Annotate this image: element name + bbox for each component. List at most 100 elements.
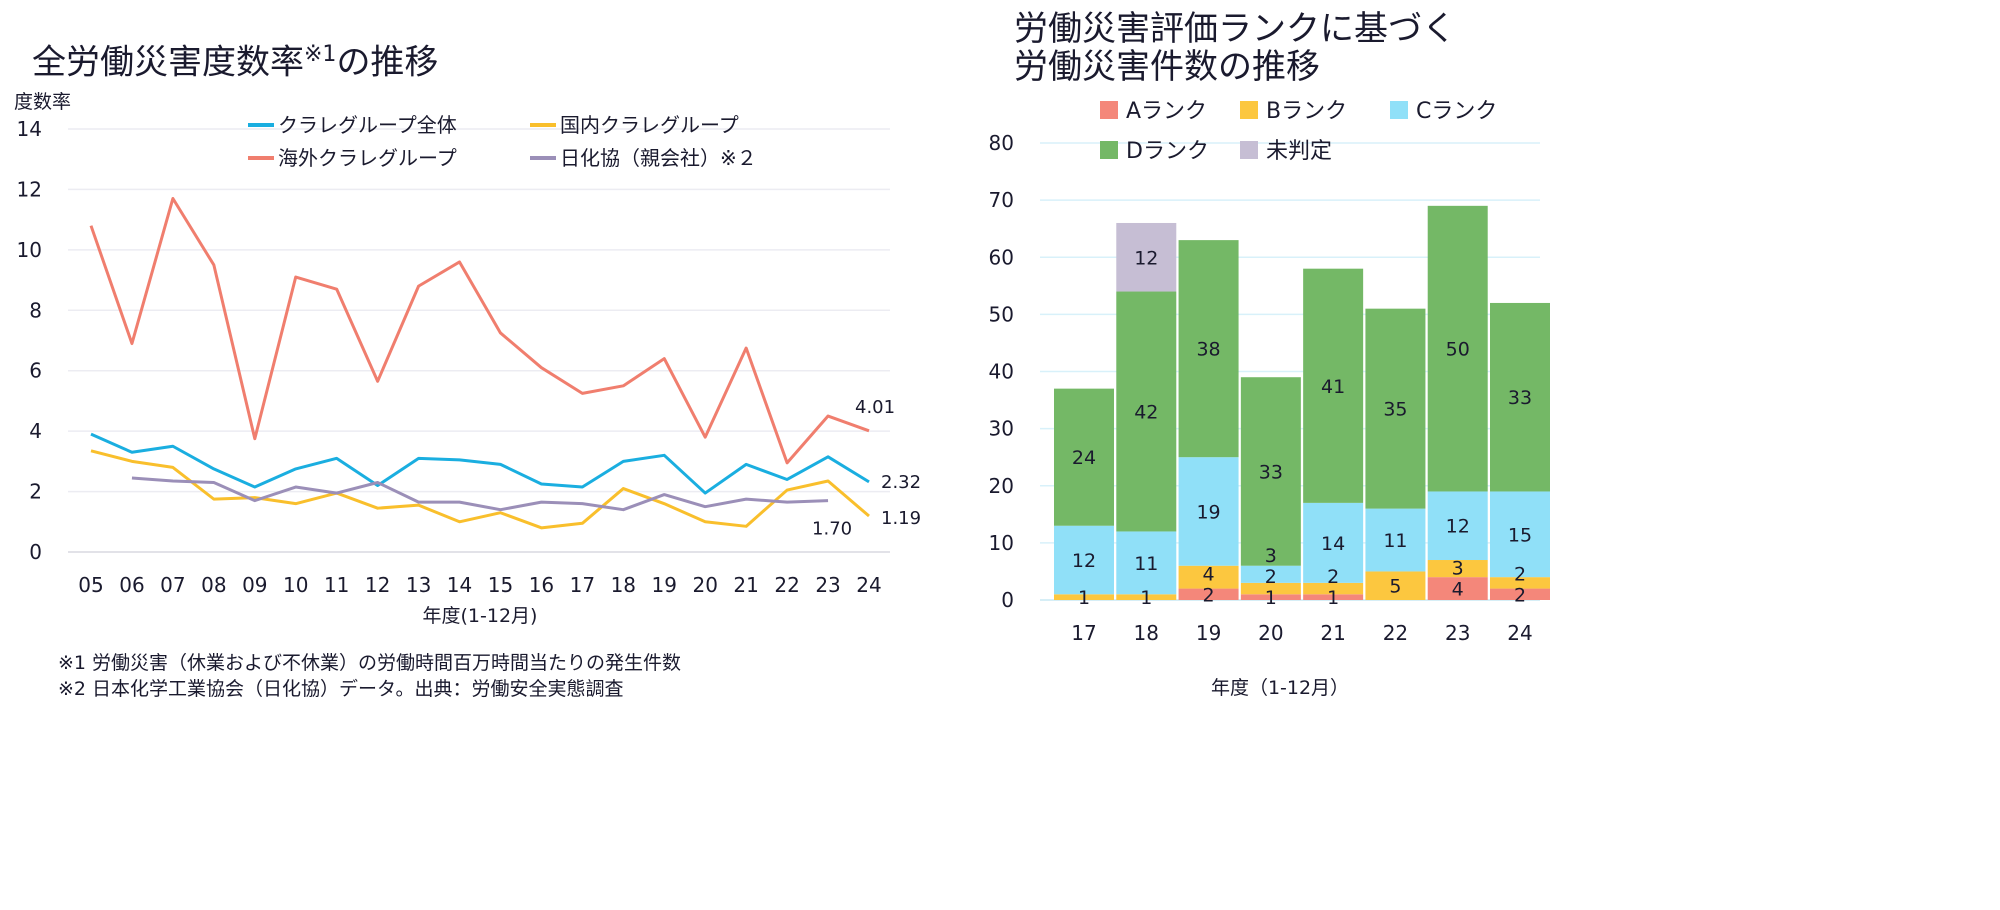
bar-data-label: 12 <box>1134 247 1158 269</box>
legend-label: Bランク <box>1266 99 1347 124</box>
legend-label: 未判定 <box>1266 139 1332 164</box>
y-tick-label: 0 <box>29 540 42 564</box>
x-tick-label: 19 <box>1196 621 1221 645</box>
legend-swatch <box>1100 141 1118 159</box>
bar-segment <box>1116 222 1177 292</box>
bar-data-label: 4 <box>1203 563 1215 585</box>
x-tick-label: 12 <box>365 573 390 597</box>
bar-segment <box>1490 577 1550 589</box>
bar-data-label: 1 <box>1265 587 1277 609</box>
x-tick-label: 22 <box>774 573 799 597</box>
bar-data-label: 33 <box>1508 387 1532 409</box>
bar-segment <box>1054 525 1114 595</box>
legend-swatch <box>1390 101 1408 119</box>
bar-data-label: 4 <box>1452 579 1464 601</box>
bar-segment <box>1365 571 1426 600</box>
bar-data-label: 38 <box>1196 339 1220 361</box>
bar-segment <box>1116 531 1177 595</box>
bar-data-label: 42 <box>1134 401 1158 423</box>
end-data-label: 4.01 <box>855 397 895 418</box>
x-tick-label: 17 <box>1071 621 1096 645</box>
bar-data-label: 14 <box>1321 533 1345 555</box>
legend-swatch <box>1240 101 1258 119</box>
title-main: 全労働災害度数率 <box>32 42 304 83</box>
y-tick-label: 60 <box>989 245 1014 269</box>
bar-segment <box>1240 582 1301 595</box>
x-axis-label: 年度(1-12月) <box>423 605 538 627</box>
y-tick-label: 4 <box>29 419 42 443</box>
x-axis-label: 年度（1-12月） <box>1211 677 1349 699</box>
legend-label: クラレグループ全体 <box>278 113 457 137</box>
x-tick-label: 09 <box>242 573 267 597</box>
x-tick-label: 05 <box>78 573 103 597</box>
bar-segment <box>1054 594 1114 600</box>
end-data-label: 2.32 <box>881 472 921 493</box>
series-line <box>90 449 870 530</box>
y-tick-label: 70 <box>989 188 1014 212</box>
x-tick-label: 19 <box>652 573 677 597</box>
y-tick-label: 0 <box>1001 588 1014 612</box>
x-tick-label: 06 <box>119 573 144 597</box>
bar-segment <box>1116 594 1177 600</box>
bar-data-label: 2 <box>1514 584 1526 606</box>
y-tick-label: 10 <box>989 531 1014 555</box>
bar-segment <box>1427 560 1488 578</box>
x-tick-label: 21 <box>733 573 758 597</box>
y-axis-label: 度数率 <box>14 91 71 113</box>
x-tick-label: 20 <box>1258 621 1283 645</box>
bar-data-label: 19 <box>1196 501 1220 523</box>
bar-segment <box>1490 491 1550 578</box>
bar-segment <box>1178 240 1239 458</box>
y-tick-label: 8 <box>29 298 42 322</box>
bar-segment <box>1427 205 1488 492</box>
bar-data-label: 2 <box>1514 563 1526 585</box>
bar-segment <box>1303 582 1364 595</box>
title-suffix: の推移 <box>336 42 439 83</box>
y-tick-label: 14 <box>17 117 42 141</box>
bar-segment <box>1178 588 1239 600</box>
bar-data-label: 12 <box>1072 550 1096 572</box>
legend-label: 海外クラレグループ <box>278 146 457 170</box>
bar-segment <box>1303 502 1364 583</box>
bar-data-label: 2 <box>1327 566 1339 588</box>
bar-data-label: 3 <box>1452 558 1464 580</box>
x-tick-label: 18 <box>1134 621 1159 645</box>
bar-segment <box>1365 308 1426 509</box>
y-tick-label: 20 <box>989 474 1014 498</box>
bar-data-label: 41 <box>1321 376 1345 398</box>
y-tick-label: 30 <box>989 417 1014 441</box>
x-tick-label: 20 <box>692 573 717 597</box>
bar-segment <box>1365 508 1426 572</box>
bar-segment <box>1054 388 1114 526</box>
bar-segment <box>1178 457 1239 566</box>
x-tick-label: 24 <box>1507 621 1532 645</box>
legend-label: 国内クラレグループ <box>560 113 739 137</box>
y-tick-label: 10 <box>17 238 42 262</box>
series-line <box>89 196 870 465</box>
x-tick-label: 23 <box>1445 621 1470 645</box>
bar-data-label: 2 <box>1265 566 1277 588</box>
bar-title-line-1: 労働災害評価ランクに基づく <box>1014 9 1456 49</box>
bar-segment <box>1240 377 1301 566</box>
bar-data-label: 50 <box>1446 339 1470 361</box>
x-tick-label: 07 <box>160 573 185 597</box>
x-tick-label: 08 <box>201 573 226 597</box>
bar-data-label: 1 <box>1140 587 1152 609</box>
bar-segment <box>1178 565 1239 589</box>
end-data-label: 1.70 <box>812 519 852 540</box>
legend-label: Cランク <box>1416 99 1497 124</box>
legend-label: 日化協（親会社）※２ <box>560 146 757 170</box>
bar-data-label: 2 <box>1203 584 1215 606</box>
bar-segment <box>1303 594 1364 600</box>
bar-segment <box>1303 268 1364 503</box>
bar-data-label: 35 <box>1383 399 1407 421</box>
series-line <box>90 432 870 495</box>
series-line <box>131 476 829 512</box>
x-tick-label: 15 <box>488 573 513 597</box>
bar-segment <box>1240 565 1301 583</box>
x-tick-label: 24 <box>856 573 881 597</box>
y-tick-label: 12 <box>17 177 42 201</box>
x-tick-label: 17 <box>570 573 595 597</box>
bar-data-label: 11 <box>1383 530 1407 552</box>
